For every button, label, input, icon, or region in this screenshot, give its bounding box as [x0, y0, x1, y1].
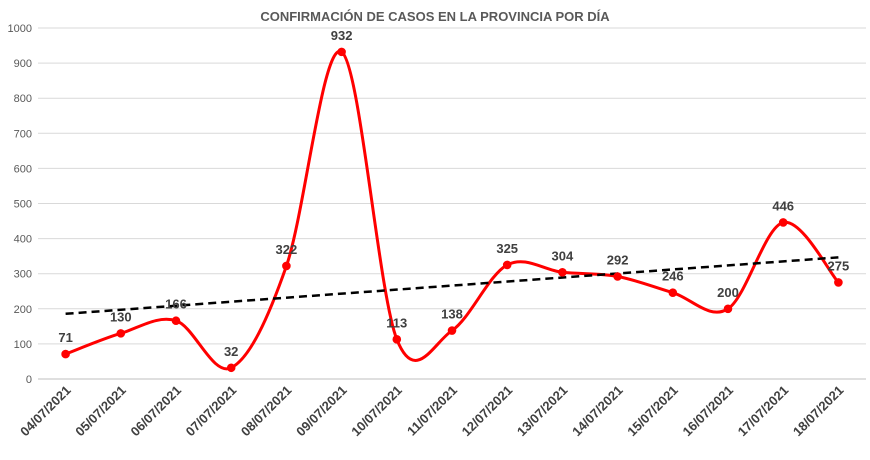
y-tick-label: 0: [26, 374, 32, 386]
data-label: 166: [165, 297, 187, 312]
gridlines: [38, 27, 866, 345]
x-tick-label: 10/07/2021: [348, 383, 405, 440]
x-tick-label: 08/07/2021: [238, 383, 295, 440]
data-point: [723, 304, 733, 314]
data-labels: 71 130 166 32 322 932 113 138 325 304 292 246 200 446…: [58, 28, 849, 359]
data-point: [778, 218, 788, 227]
y-tick-label: 900: [14, 58, 32, 70]
y-axis-tick-labels: 0 100 200 300 400 500 600 700 800 900 1000: [8, 23, 32, 386]
data-label: 275: [828, 258, 850, 273]
data-point: [668, 288, 678, 297]
data-label: 932: [331, 28, 353, 43]
x-tick-label: 11/07/2021: [404, 383, 460, 439]
data-point: [171, 316, 181, 326]
data-point: [834, 278, 843, 287]
data-label: 304: [552, 248, 574, 263]
y-tick-label: 500: [14, 199, 32, 211]
chart-title: CONFIRMACIÓN DE CASOS EN LA PROVINCIA PO…: [260, 9, 610, 24]
data-point: [282, 261, 291, 271]
data-point: [61, 349, 70, 359]
series-cases: [65, 50, 840, 371]
x-tick-label: 14/07/2021: [569, 383, 626, 440]
x-tick-label: 15/07/2021: [624, 383, 681, 440]
y-tick-label: 300: [14, 269, 32, 281]
y-tick-label: 700: [14, 128, 32, 140]
y-tick-label: 100: [14, 339, 32, 351]
data-label: 246: [662, 269, 684, 284]
x-tick-label: 13/07/2021: [514, 383, 571, 440]
data-label: 71: [58, 330, 72, 345]
data-label: 200: [717, 285, 739, 300]
data-label: 322: [276, 242, 298, 257]
data-point: [337, 47, 346, 57]
x-axis-tick-labels: 04/07/202105/07/202106/07/202107/07/2021…: [17, 383, 846, 440]
y-tick-label: 200: [14, 304, 32, 316]
x-tick-label: 05/07/2021: [72, 383, 129, 440]
y-tick-label: 400: [14, 234, 32, 246]
x-tick-label: 17/07/2021: [735, 383, 792, 440]
x-tick-label: 04/07/2021: [17, 383, 74, 440]
data-point: [613, 272, 622, 281]
data-label: 325: [496, 241, 518, 256]
data-label: 32: [224, 344, 238, 359]
data-point: [502, 260, 512, 270]
data-point: [116, 329, 126, 338]
data-label: 130: [110, 309, 132, 324]
x-tick-label: 07/07/2021: [183, 383, 240, 440]
series-line: [65, 50, 840, 371]
series-markers: [61, 47, 843, 373]
data-point: [558, 267, 567, 277]
x-tick-label: 09/07/2021: [293, 383, 350, 440]
data-point: [447, 326, 457, 335]
data-label: 446: [772, 198, 794, 213]
x-tick-label: 18/07/2021: [790, 383, 847, 440]
x-tick-label: 12/07/2021: [459, 383, 516, 440]
data-label: 292: [607, 253, 629, 268]
y-tick-label: 600: [14, 163, 32, 175]
y-tick-label: 1000: [8, 23, 32, 35]
data-label: 113: [386, 315, 407, 330]
data-point: [226, 363, 236, 373]
y-tick-label: 800: [14, 93, 32, 105]
x-tick-label: 06/07/2021: [127, 383, 184, 440]
data-point: [392, 335, 402, 344]
data-label: 138: [441, 307, 463, 322]
x-tick-label: 16/07/2021: [679, 383, 736, 440]
